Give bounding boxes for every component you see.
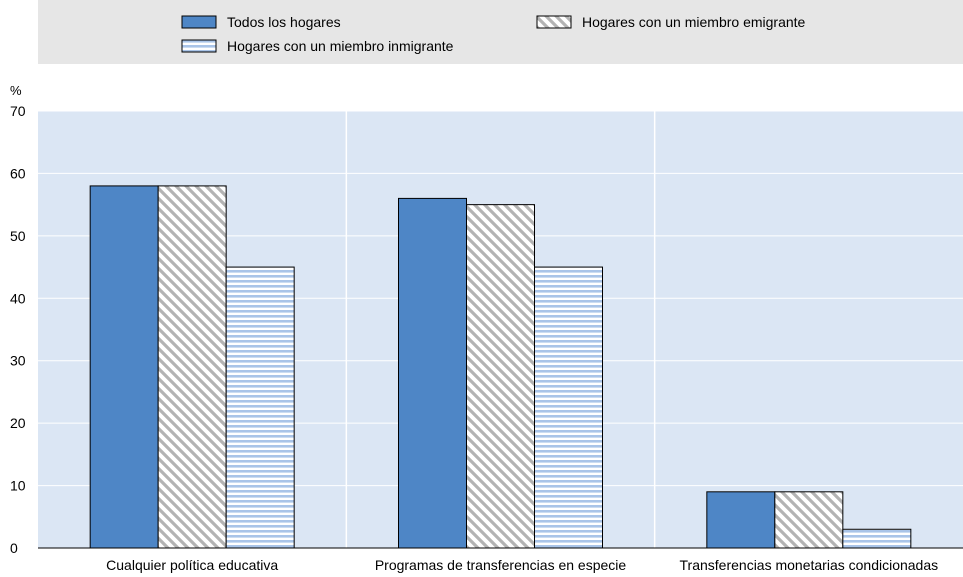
x-tick-label: Transferencias monetarias condicionadas: [680, 557, 939, 573]
legend-swatch-todos: [181, 15, 217, 29]
y-tick-label: 50: [10, 228, 26, 244]
y-tick-label: 0: [10, 540, 18, 556]
y-axis-unit-label: %: [10, 83, 22, 98]
bar-inmigrante-1: [534, 266, 603, 549]
legend-label-emigrante: Hogares con un miembro emigrante: [582, 14, 806, 30]
bar-emigrante-0: [157, 185, 227, 549]
y-tick-label: 60: [10, 165, 26, 181]
legend-label-todos: Todos los hogares: [227, 14, 341, 30]
bar-todos-2: [706, 491, 776, 549]
legend-item-emigrante: Hogares con un miembro emigrante: [536, 14, 806, 30]
bar-todos-1: [398, 197, 467, 549]
legend-background: [38, 0, 963, 64]
legend-swatch-emigrante: [536, 15, 572, 29]
y-tick-label: 30: [10, 353, 26, 369]
bar-inmigrante-0: [225, 266, 295, 549]
x-tick-label: Programas de transferencias en especie: [375, 557, 627, 573]
bar-inmigrante-2: [842, 528, 912, 549]
bar-emigrante-1: [466, 204, 535, 549]
y-tick-label: 70: [10, 103, 26, 119]
y-tick-label: 40: [10, 290, 26, 306]
legend-item-inmigrante: Hogares con un miembro inmigrante: [181, 38, 454, 54]
x-axis-labels: Cualquier política educativa Programas de…: [106, 557, 938, 573]
bars: [89, 185, 912, 549]
bar-todos-0: [89, 185, 159, 549]
y-tick-label: 20: [10, 415, 26, 431]
legend: Todos los hogares Hogares con un miembro…: [38, 0, 963, 64]
legend-label-inmigrante: Hogares con un miembro inmigrante: [227, 38, 454, 54]
bar-emigrante-2: [774, 491, 844, 549]
x-tick-label: Cualquier política educativa: [106, 557, 278, 573]
legend-item-todos: Todos los hogares: [181, 14, 341, 30]
y-tick-label: 10: [10, 478, 26, 494]
legend-swatch-inmigrante: [181, 39, 217, 53]
y-axis-ticks: 0 10 20 30 40 50 60 70: [10, 103, 26, 556]
